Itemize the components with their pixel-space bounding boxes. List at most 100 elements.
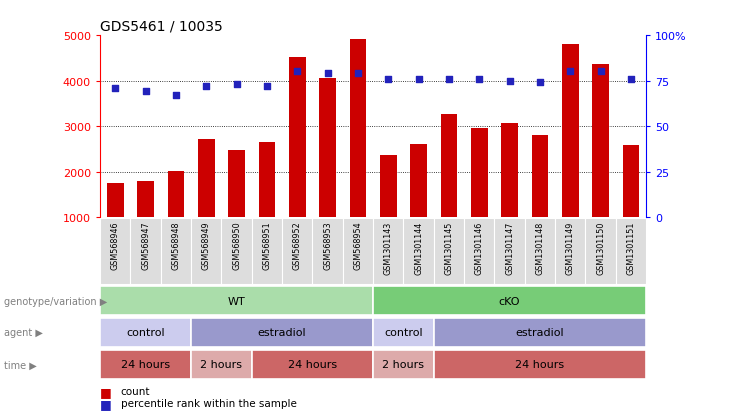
Text: GSM1301148: GSM1301148: [536, 221, 545, 274]
Text: GSM1301151: GSM1301151: [626, 221, 636, 274]
Text: 24 hours: 24 hours: [516, 359, 565, 370]
Bar: [471, 128, 488, 218]
Text: estradiol: estradiol: [516, 328, 565, 338]
Text: GSM568951: GSM568951: [262, 221, 271, 270]
Text: 24 hours: 24 hours: [288, 359, 337, 370]
Text: GSM1301145: GSM1301145: [445, 221, 453, 274]
Bar: [350, 40, 366, 218]
Text: time ▶: time ▶: [4, 359, 36, 370]
Bar: [130, 218, 161, 285]
Text: genotype/variation ▶: genotype/variation ▶: [4, 296, 107, 306]
Text: GSM1301150: GSM1301150: [597, 221, 605, 274]
Text: GSM568949: GSM568949: [202, 221, 210, 270]
Point: [261, 83, 273, 90]
Text: percentile rank within the sample: percentile rank within the sample: [121, 398, 296, 408]
Point: [595, 69, 607, 76]
Bar: [252, 350, 373, 379]
Bar: [191, 350, 252, 379]
Text: estradiol: estradiol: [258, 328, 306, 338]
Bar: [592, 65, 609, 218]
Bar: [222, 218, 252, 285]
Point: [504, 78, 516, 85]
Text: 2 hours: 2 hours: [200, 359, 242, 370]
Bar: [252, 218, 282, 285]
Text: GSM1301147: GSM1301147: [505, 221, 514, 274]
Text: ■: ■: [100, 385, 112, 398]
Point: [291, 69, 303, 76]
Bar: [411, 145, 427, 218]
Point: [139, 89, 151, 95]
Bar: [259, 142, 275, 218]
Bar: [441, 114, 457, 218]
Bar: [343, 218, 373, 285]
Bar: [373, 318, 433, 347]
Text: GSM1301144: GSM1301144: [414, 221, 423, 274]
Text: GSM1301149: GSM1301149: [566, 221, 575, 274]
Bar: [616, 218, 646, 285]
Bar: [494, 218, 525, 285]
Text: GSM568948: GSM568948: [171, 221, 180, 270]
Point: [170, 93, 182, 99]
Bar: [373, 287, 646, 315]
Bar: [622, 146, 639, 218]
Text: GSM568952: GSM568952: [293, 221, 302, 270]
Bar: [289, 58, 305, 218]
Text: control: control: [384, 328, 423, 338]
Text: GSM568947: GSM568947: [141, 221, 150, 270]
Bar: [167, 171, 185, 218]
Point: [382, 76, 394, 83]
Bar: [100, 350, 191, 379]
Bar: [585, 218, 616, 285]
Point: [625, 76, 637, 83]
Bar: [319, 78, 336, 218]
Text: 24 hours: 24 hours: [121, 359, 170, 370]
Text: GDS5461 / 10035: GDS5461 / 10035: [100, 19, 223, 33]
Text: 2 hours: 2 hours: [382, 359, 425, 370]
Point: [443, 76, 455, 83]
Bar: [433, 318, 646, 347]
Text: count: count: [121, 387, 150, 396]
Point: [109, 85, 121, 92]
Bar: [403, 218, 433, 285]
Bar: [555, 218, 585, 285]
Bar: [100, 318, 191, 347]
Bar: [191, 218, 222, 285]
Bar: [373, 218, 403, 285]
Text: agent ▶: agent ▶: [4, 328, 42, 338]
Text: control: control: [126, 328, 165, 338]
Bar: [161, 218, 191, 285]
Bar: [100, 287, 373, 315]
Bar: [313, 218, 343, 285]
Point: [413, 76, 425, 83]
Point: [352, 71, 364, 77]
Bar: [433, 218, 464, 285]
Bar: [137, 181, 154, 218]
Bar: [531, 136, 548, 218]
Text: WT: WT: [227, 296, 245, 306]
Point: [473, 76, 485, 83]
Bar: [100, 218, 130, 285]
Point: [534, 80, 546, 86]
Point: [200, 83, 212, 90]
Bar: [107, 183, 124, 218]
Point: [230, 82, 242, 88]
Bar: [525, 218, 555, 285]
Bar: [198, 140, 215, 218]
Text: GSM1301146: GSM1301146: [475, 221, 484, 274]
Text: GSM568954: GSM568954: [353, 221, 362, 270]
Bar: [380, 156, 396, 218]
Text: GSM1301143: GSM1301143: [384, 221, 393, 274]
Bar: [464, 218, 494, 285]
Text: GSM568946: GSM568946: [110, 221, 120, 270]
Bar: [228, 150, 245, 218]
Text: GSM568950: GSM568950: [232, 221, 241, 270]
Bar: [373, 350, 433, 379]
Bar: [282, 218, 313, 285]
Text: GSM568953: GSM568953: [323, 221, 332, 270]
Bar: [191, 318, 373, 347]
Point: [322, 71, 333, 77]
Bar: [501, 124, 518, 218]
Bar: [433, 350, 646, 379]
Text: ■: ■: [100, 396, 112, 410]
Text: cKO: cKO: [499, 296, 520, 306]
